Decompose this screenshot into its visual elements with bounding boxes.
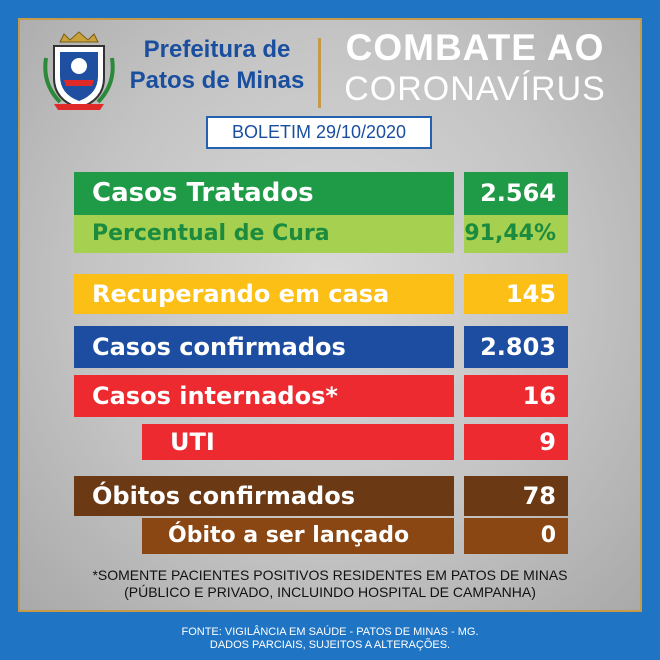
casos-tratados-value: 2.564: [464, 172, 568, 215]
city-name: Prefeitura de Patos de Minas: [122, 34, 312, 96]
confirmados-label: Casos confirmados: [74, 326, 454, 368]
bulletin-date: BOLETIM 29/10/2020: [206, 116, 432, 149]
obito-lancar-label: Óbito a ser lançado: [142, 518, 454, 554]
internados-value: 16: [464, 375, 568, 417]
footnote-line1: *SOMENTE PACIENTES POSITIVOS RESIDENTES …: [92, 567, 568, 583]
percentual-cura-label: Percentual de Cura: [74, 215, 454, 253]
footnote: *SOMENTE PACIENTES POSITIVOS RESIDENTES …: [20, 567, 640, 601]
obitos-label: Óbitos confirmados: [74, 476, 454, 516]
recuperando-label: Recuperando em casa: [74, 274, 454, 314]
city-name-line2: Patos de Minas: [129, 67, 305, 94]
source-line1: FONTE: VIGILÂNCIA EM SAÚDE - PATOS DE MI…: [181, 626, 479, 638]
obitos-value: 78: [464, 476, 568, 516]
footnote-line2: (PÚBLICO E PRIVADO, INCLUINDO HOSPITAL D…: [124, 584, 536, 600]
campaign-title: COMBATE AO: [345, 27, 605, 68]
internados-label: Casos internados*: [74, 375, 454, 417]
campaign-subtitle: CORONAVÍRUS: [344, 70, 606, 108]
percentual-cura-value: 91,44%: [464, 215, 568, 253]
uti-label: UTI: [142, 424, 454, 460]
casos-tratados-label: Casos Tratados: [74, 172, 454, 215]
city-name-line1: Prefeitura de: [143, 36, 291, 63]
recuperando-value: 145: [464, 274, 568, 314]
confirmados-value: 2.803: [464, 326, 568, 368]
header-divider: [318, 38, 321, 108]
source-line2: DADOS PARCIAIS, SUJEITOS A ALTERAÇÕES.: [209, 639, 451, 651]
source-note: FONTE: VIGILÂNCIA EM SAÚDE - PATOS DE MI…: [20, 626, 640, 652]
obito-lancar-value: 0: [464, 518, 568, 554]
uti-value: 9: [464, 424, 568, 460]
city-coat-of-arms-icon: [43, 31, 115, 110]
